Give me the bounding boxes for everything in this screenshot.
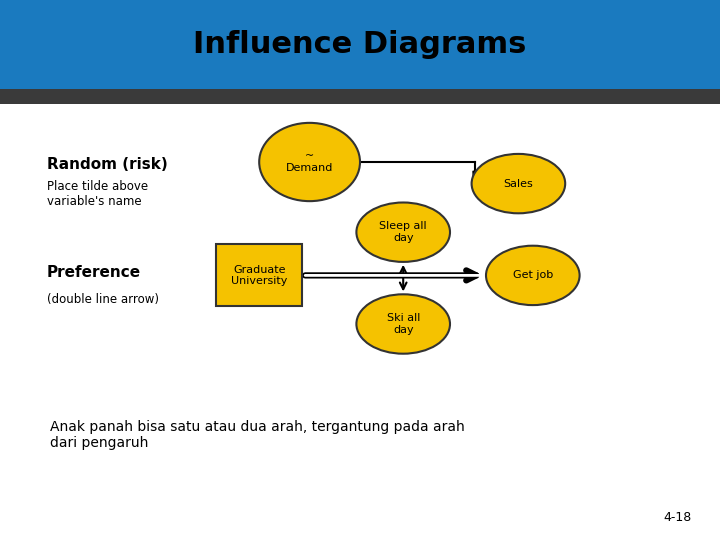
- FancyBboxPatch shape: [216, 244, 302, 306]
- Bar: [0, 0, 720, 89]
- Text: (double line arrow): (double line arrow): [47, 293, 159, 306]
- Text: ~
Demand: ~ Demand: [286, 151, 333, 173]
- Text: Preference: Preference: [47, 265, 141, 280]
- Text: Graduate
University: Graduate University: [231, 265, 287, 286]
- Text: 4-18: 4-18: [663, 511, 691, 524]
- Text: Place tilde above
variable's name: Place tilde above variable's name: [47, 180, 148, 208]
- Text: Influence Diagrams: Influence Diagrams: [193, 30, 527, 59]
- Text: Get job: Get job: [513, 271, 553, 280]
- Bar: [0, 89, 720, 104]
- Text: Sales: Sales: [503, 179, 534, 188]
- Text: Sleep all
day: Sleep all day: [379, 221, 427, 243]
- Text: Anak panah bisa satu atau dua arah, tergantung pada arah
dari pengaruh: Anak panah bisa satu atau dua arah, terg…: [50, 420, 465, 450]
- Ellipse shape: [356, 294, 450, 354]
- Ellipse shape: [259, 123, 360, 201]
- Text: Random (risk): Random (risk): [47, 157, 168, 172]
- Ellipse shape: [472, 154, 565, 213]
- Ellipse shape: [356, 202, 450, 262]
- Ellipse shape: [486, 246, 580, 305]
- Text: Ski all
day: Ski all day: [387, 313, 420, 335]
